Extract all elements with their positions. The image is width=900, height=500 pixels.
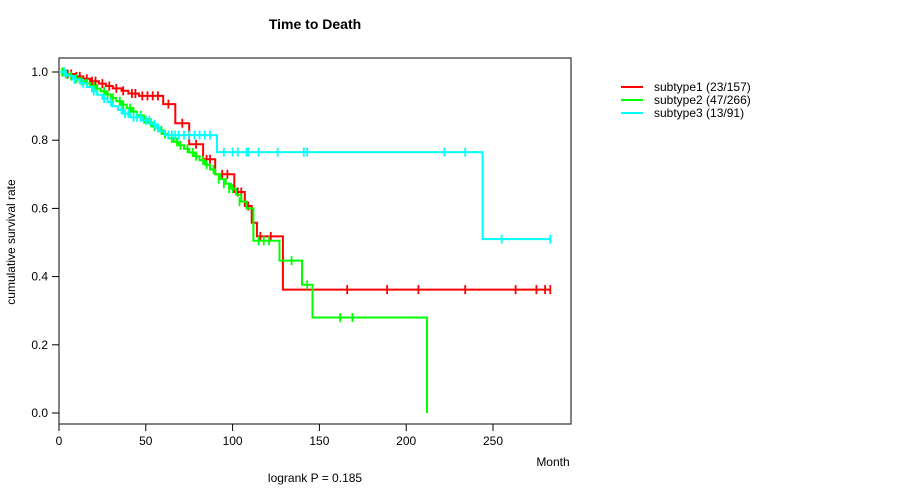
y-tick-label: 0.0 [31, 406, 48, 420]
y-tick-label: 0.6 [31, 201, 48, 215]
y-tick-label: 0.8 [31, 133, 48, 147]
series-3-curve [59, 67, 552, 244]
plot-box [58, 57, 572, 425]
survival-step-line [59, 71, 428, 413]
y-axis: 1.0 0.8 0.6 0.4 0.2 0.0 [31, 65, 59, 420]
series-2-curve [59, 67, 428, 413]
chart-title: Time to Death [268, 16, 362, 32]
x-tick-label: 100 [223, 434, 243, 448]
x-tick-label: 50 [139, 434, 153, 448]
survival-step-line [59, 71, 551, 291]
x-axis-label: Month [536, 455, 570, 469]
x-tick-label: 250 [483, 434, 503, 448]
legend-line-swatch [621, 98, 643, 101]
legend-item-label: subtype2 (47/266) [654, 92, 751, 107]
logrank-pvalue-text: logrank P = 0.185 [267, 471, 363, 485]
legend-item-label: subtype3 (13/91) [654, 105, 745, 120]
legend-line-swatch [621, 111, 643, 114]
x-tick-label: 200 [396, 434, 416, 448]
legend: subtype1 (23/157) subtype2 (47/266) subtyp… [621, 79, 751, 120]
legend-item-label: subtype1 (23/157) [654, 79, 751, 94]
legend-item-2: subtype2 (47/266) [621, 92, 751, 107]
y-tick-label: 0.4 [31, 270, 48, 284]
x-tick-label: 0 [56, 434, 63, 448]
y-tick-label: 1.0 [31, 65, 48, 79]
x-axis: 0 50 100 150 200 250 [56, 424, 503, 448]
x-tick-label: 150 [309, 434, 329, 448]
legend-item-3: subtype3 (13/91) [621, 105, 751, 120]
legend-item-1: subtype1 (23/157) [621, 79, 751, 94]
y-tick-label: 0.2 [31, 338, 48, 352]
series-1-curve [59, 67, 552, 295]
legend-line-swatch [621, 85, 643, 88]
